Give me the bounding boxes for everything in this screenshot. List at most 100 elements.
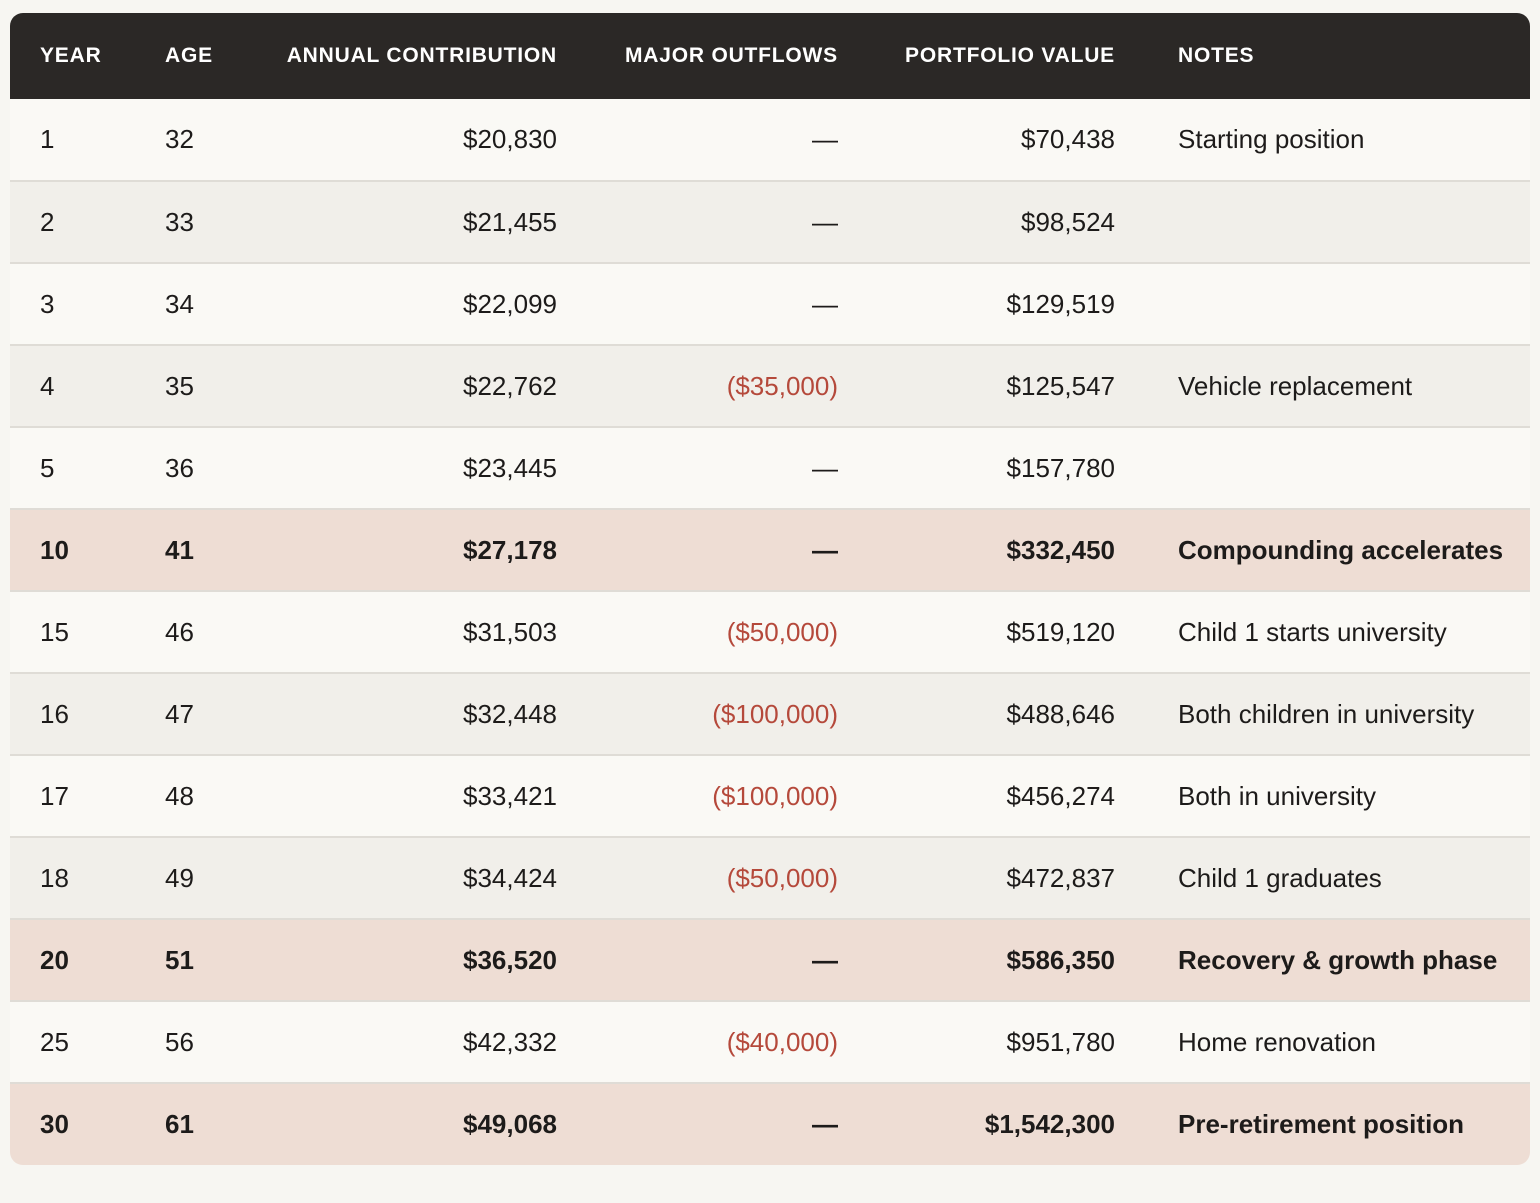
contribution-cell: $34,424 — [245, 836, 585, 919]
column-header-notes: NOTES — [1143, 13, 1530, 99]
outflows-cell: ($100,000) — [585, 754, 866, 837]
outflows-cell: — — [585, 1082, 866, 1165]
contribution-cell: $21,455 — [245, 180, 585, 263]
contribution-cell: $31,503 — [245, 590, 585, 673]
age-cell: 33 — [135, 180, 245, 263]
notes-cell: Both children in university — [1143, 672, 1530, 755]
outflows-cell: — — [585, 508, 866, 591]
year-cell: 15 — [10, 590, 135, 673]
table-row: 18 49 $34,424 ($50,000) $472,837 Child 1… — [10, 836, 1530, 919]
outflows-cell: — — [585, 99, 866, 181]
column-header-value: PORTFOLIO VALUE — [866, 13, 1143, 99]
notes-cell: Recovery & growth phase — [1143, 918, 1530, 1001]
table-row: 16 47 $32,448 ($100,000) $488,646 Both c… — [10, 672, 1530, 755]
contribution-cell: $22,099 — [245, 262, 585, 345]
value-cell: $157,780 — [866, 426, 1143, 509]
value-cell: $332,450 — [866, 508, 1143, 591]
year-cell: 4 — [10, 344, 135, 427]
column-header-contribution: ANNUAL CONTRIBUTION — [245, 13, 585, 99]
age-cell: 41 — [135, 508, 245, 591]
notes-cell: Pre-retirement position — [1143, 1082, 1530, 1165]
notes-cell: Child 1 starts university — [1143, 590, 1530, 673]
outflows-cell: — — [585, 426, 866, 509]
portfolio-projection-table: YEAR AGE ANNUAL CONTRIBUTION MAJOR OUTFL… — [10, 13, 1530, 1165]
notes-cell: Both in university — [1143, 754, 1530, 837]
value-cell: $586,350 — [866, 918, 1143, 1001]
value-cell: $519,120 — [866, 590, 1143, 673]
value-cell: $70,438 — [866, 99, 1143, 181]
outflows-cell: — — [585, 180, 866, 263]
contribution-cell: $23,445 — [245, 426, 585, 509]
column-header-age: AGE — [135, 13, 245, 99]
contribution-cell: $36,520 — [245, 918, 585, 1001]
year-cell: 1 — [10, 99, 135, 181]
table-row: 3 34 $22,099 — $129,519 — [10, 262, 1530, 345]
age-cell: 35 — [135, 344, 245, 427]
notes-cell: Child 1 graduates — [1143, 836, 1530, 919]
age-cell: 49 — [135, 836, 245, 919]
table-row: 15 46 $31,503 ($50,000) $519,120 Child 1… — [10, 590, 1530, 673]
outflows-cell: ($40,000) — [585, 1000, 866, 1083]
notes-cell: Compounding accelerates — [1143, 508, 1530, 591]
header-row: YEAR AGE ANNUAL CONTRIBUTION MAJOR OUTFL… — [10, 13, 1530, 99]
contribution-cell: $20,830 — [245, 99, 585, 181]
year-cell: 16 — [10, 672, 135, 755]
table-row: 10 41 $27,178 — $332,450 Compounding acc… — [10, 508, 1530, 591]
year-cell: 25 — [10, 1000, 135, 1083]
table-row: 17 48 $33,421 ($100,000) $456,274 Both i… — [10, 754, 1530, 837]
notes-cell — [1143, 180, 1530, 263]
notes-cell: Starting position — [1143, 99, 1530, 181]
value-cell: $456,274 — [866, 754, 1143, 837]
year-cell: 2 — [10, 180, 135, 263]
age-cell: 51 — [135, 918, 245, 1001]
value-cell: $951,780 — [866, 1000, 1143, 1083]
age-cell: 32 — [135, 99, 245, 181]
age-cell: 34 — [135, 262, 245, 345]
table-row: 1 32 $20,830 — $70,438 Starting position — [10, 99, 1530, 181]
age-cell: 47 — [135, 672, 245, 755]
value-cell: $1,542,300 — [866, 1082, 1143, 1165]
contribution-cell: $49,068 — [245, 1082, 585, 1165]
column-header-year: YEAR — [10, 13, 135, 99]
table-body: 1 32 $20,830 — $70,438 Starting position… — [10, 99, 1530, 1165]
value-cell: $129,519 — [866, 262, 1143, 345]
table-row: 4 35 $22,762 ($35,000) $125,547 Vehicle … — [10, 344, 1530, 427]
projection-table-container: YEAR AGE ANNUAL CONTRIBUTION MAJOR OUTFL… — [10, 13, 1530, 1165]
column-header-outflows: MAJOR OUTFLOWS — [585, 13, 866, 99]
outflows-cell: ($35,000) — [585, 344, 866, 427]
notes-cell: Vehicle replacement — [1143, 344, 1530, 427]
outflows-cell: ($50,000) — [585, 590, 866, 673]
year-cell: 18 — [10, 836, 135, 919]
table-header: YEAR AGE ANNUAL CONTRIBUTION MAJOR OUTFL… — [10, 13, 1530, 99]
table-row: 25 56 $42,332 ($40,000) $951,780 Home re… — [10, 1000, 1530, 1083]
year-cell: 10 — [10, 508, 135, 591]
table-row: 5 36 $23,445 — $157,780 — [10, 426, 1530, 509]
year-cell: 3 — [10, 262, 135, 345]
contribution-cell: $33,421 — [245, 754, 585, 837]
contribution-cell: $22,762 — [245, 344, 585, 427]
outflows-cell: — — [585, 262, 866, 345]
notes-cell: Home renovation — [1143, 1000, 1530, 1083]
outflows-cell: ($100,000) — [585, 672, 866, 755]
age-cell: 61 — [135, 1082, 245, 1165]
outflows-cell: — — [585, 918, 866, 1001]
value-cell: $98,524 — [866, 180, 1143, 263]
contribution-cell: $27,178 — [245, 508, 585, 591]
value-cell: $125,547 — [866, 344, 1143, 427]
year-cell: 20 — [10, 918, 135, 1001]
value-cell: $472,837 — [866, 836, 1143, 919]
age-cell: 46 — [135, 590, 245, 673]
year-cell: 5 — [10, 426, 135, 509]
table-row: 2 33 $21,455 — $98,524 — [10, 180, 1530, 263]
outflows-cell: ($50,000) — [585, 836, 866, 919]
contribution-cell: $42,332 — [245, 1000, 585, 1083]
age-cell: 48 — [135, 754, 245, 837]
contribution-cell: $32,448 — [245, 672, 585, 755]
age-cell: 36 — [135, 426, 245, 509]
value-cell: $488,646 — [866, 672, 1143, 755]
notes-cell — [1143, 426, 1530, 509]
table-row: 30 61 $49,068 — $1,542,300 Pre-retiremen… — [10, 1082, 1530, 1165]
table-row: 20 51 $36,520 — $586,350 Recovery & grow… — [10, 918, 1530, 1001]
age-cell: 56 — [135, 1000, 245, 1083]
year-cell: 30 — [10, 1082, 135, 1165]
